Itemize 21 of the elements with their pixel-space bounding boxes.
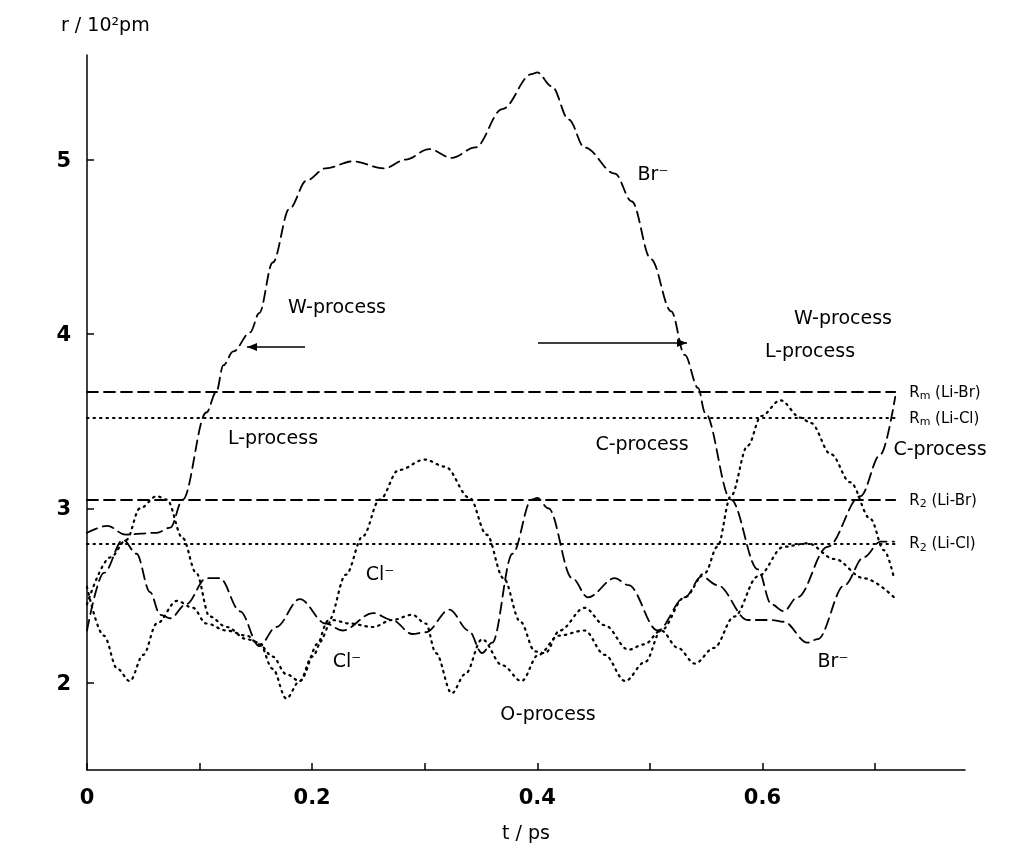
x-tick-label: 0.4 xyxy=(518,784,556,809)
annotation: L-process xyxy=(764,339,856,361)
annotation: Br⁻ xyxy=(637,162,669,184)
y-axis-title: r / 10²pm xyxy=(61,12,150,35)
y-tick-label: 3 xyxy=(56,496,71,521)
x-tick-label: 0.2 xyxy=(293,784,331,809)
annotation: O-process xyxy=(500,702,596,724)
y-tick-label: 4 xyxy=(56,322,71,347)
annotation: Cl⁻ xyxy=(365,562,395,584)
annotation: C-process xyxy=(595,432,689,454)
y-tick-label: 5 xyxy=(56,147,71,172)
x-tick-label: 0.6 xyxy=(743,784,781,809)
annotation: Cl⁻ xyxy=(332,649,362,671)
annotation: L-process xyxy=(227,426,319,448)
x-tick-label: 0 xyxy=(79,784,95,809)
annotation: C-process xyxy=(893,437,987,459)
annotation: W-process xyxy=(288,295,386,317)
annotation: Br⁻ xyxy=(817,649,849,671)
y-tick-label: 2 xyxy=(56,670,71,695)
annotation: W-process xyxy=(794,306,892,328)
x-axis-title: t / ps xyxy=(502,820,550,843)
